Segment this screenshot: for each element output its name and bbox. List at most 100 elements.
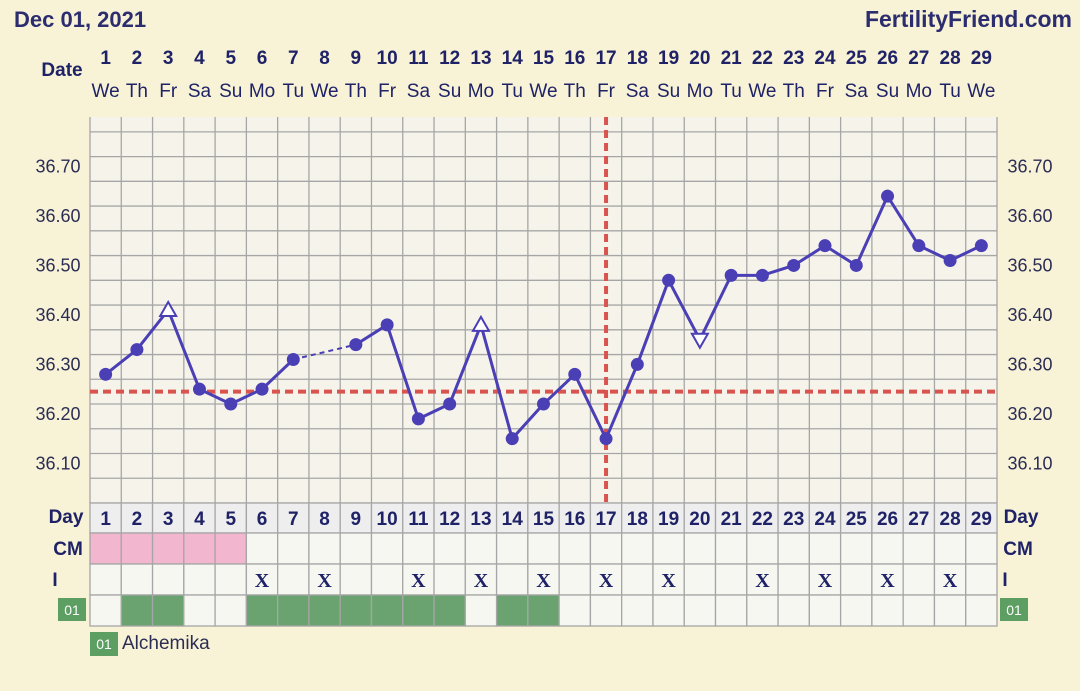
temperature-point xyxy=(380,318,394,332)
day-row-cell xyxy=(433,502,466,534)
site-name: FertilityFriend.com xyxy=(865,6,1072,32)
med-row-cell xyxy=(245,594,279,627)
y-tick-right: 36.10 xyxy=(1007,453,1052,473)
day-row-number: 17 xyxy=(595,509,616,530)
header-weekday: Th xyxy=(564,81,586,102)
cm-row-cell xyxy=(433,532,466,565)
day-row-number: 18 xyxy=(627,509,648,530)
temperature-point xyxy=(224,397,238,411)
day-row-number: 21 xyxy=(721,509,743,530)
i-row-cell xyxy=(183,563,216,596)
temperature-line-segment xyxy=(448,324,483,405)
cm-row-cell xyxy=(339,532,373,565)
y-tick-left: 36.50 xyxy=(35,255,80,275)
med-row-cell xyxy=(714,594,748,627)
intercourse-mark: X xyxy=(474,570,489,592)
i-row-cell xyxy=(277,563,310,596)
header-weekday: Mo xyxy=(906,81,932,102)
day-row-label-right: Day xyxy=(1004,507,1039,528)
cm-row-cell xyxy=(402,532,435,565)
header-weekday: Th xyxy=(126,81,148,102)
header-weekday: We xyxy=(310,81,338,102)
header-day-number: 20 xyxy=(689,48,710,69)
y-tick-left: 36.40 xyxy=(35,305,80,325)
header-day-number: 10 xyxy=(377,48,398,69)
y-tick-left: 36.10 xyxy=(35,453,80,473)
header-weekday: Mo xyxy=(249,81,275,102)
header-day-number: 5 xyxy=(225,48,236,69)
day-row-number: 7 xyxy=(288,509,299,530)
temperature-point xyxy=(662,273,676,287)
i-row-cell xyxy=(558,563,592,596)
temperature-line-segment xyxy=(698,274,733,341)
header-weekday: Tu xyxy=(720,81,741,102)
day-row-cell xyxy=(120,502,154,534)
temperature-point xyxy=(630,357,644,371)
cm-row-cell xyxy=(183,532,216,565)
temperature-line-segment xyxy=(604,363,639,440)
med-row-cell xyxy=(527,594,560,627)
temperature-line-segment xyxy=(479,324,514,440)
cm-row-cell xyxy=(370,532,404,565)
temperature-line-segment xyxy=(542,373,576,406)
cm-row-cell xyxy=(120,532,154,565)
cm-row-cell xyxy=(746,532,779,565)
plot-area xyxy=(90,117,997,503)
temperature-point xyxy=(599,432,613,446)
header-weekday: We xyxy=(748,81,776,102)
temperature-point xyxy=(505,432,519,446)
i-row-cell xyxy=(339,563,373,596)
med-row-cell xyxy=(277,594,310,627)
header-day-number: 13 xyxy=(470,48,491,69)
header-weekday: Sa xyxy=(626,81,650,102)
day-row-number: 5 xyxy=(225,509,236,530)
date-header: 1 We 2 Th 3 Fr 4 Sa 5 Su 6 Mo 7 Tu 8 We 9 Th 10 Fr 11 Sa 12 Su 1… xyxy=(92,48,996,102)
day-row-number: 15 xyxy=(533,509,555,530)
day-row-cell xyxy=(89,502,122,534)
intercourse-mark: X xyxy=(255,570,270,592)
header-weekday: We xyxy=(967,81,995,102)
temperature-line-segment xyxy=(385,324,420,420)
cm-row-cell xyxy=(933,532,967,565)
header-weekday: Sa xyxy=(845,81,869,102)
header-day-number: 19 xyxy=(658,48,679,69)
header-day-number: 25 xyxy=(846,48,868,69)
cm-row-cell xyxy=(527,532,560,565)
i-row-cell xyxy=(89,563,122,596)
cm-row-cell xyxy=(839,532,873,565)
date-row-label: Date xyxy=(41,60,82,81)
header-weekday: Mo xyxy=(468,81,494,102)
cm-row-cell xyxy=(871,532,904,565)
grid xyxy=(89,117,998,504)
header-weekday: Su xyxy=(876,81,899,102)
y-tick-right: 36.50 xyxy=(1007,255,1052,275)
temperature-point xyxy=(411,412,425,426)
day-row-number: 2 xyxy=(132,509,143,530)
i-row-cell xyxy=(245,563,279,596)
header-day-number: 8 xyxy=(319,48,330,69)
y-tick-right: 36.30 xyxy=(1007,354,1052,374)
cm-row-cell xyxy=(902,532,936,565)
temperature-point xyxy=(881,189,895,203)
header-day-number: 2 xyxy=(132,48,143,69)
med-row-cell xyxy=(965,594,998,627)
day-row-label-left: Day xyxy=(49,507,84,528)
temperature-point xyxy=(255,382,269,396)
i-row-cell xyxy=(808,563,842,596)
temperature-point xyxy=(787,258,801,272)
med-row-cell xyxy=(308,594,341,627)
header-day-number: 27 xyxy=(908,48,929,69)
header-day-number: 21 xyxy=(721,48,743,69)
temperature-point xyxy=(130,343,144,357)
i-row-cell xyxy=(965,563,998,596)
med-row-cell xyxy=(902,594,936,627)
day-row-number: 8 xyxy=(319,509,330,530)
cm-row-cell xyxy=(589,532,623,565)
temperature-point xyxy=(349,338,363,352)
temperature-point xyxy=(443,397,457,411)
med-row-cell xyxy=(558,594,592,627)
cm-row-cell xyxy=(683,532,717,565)
med-row-cell xyxy=(370,594,404,627)
cm-row-cell xyxy=(777,532,810,565)
